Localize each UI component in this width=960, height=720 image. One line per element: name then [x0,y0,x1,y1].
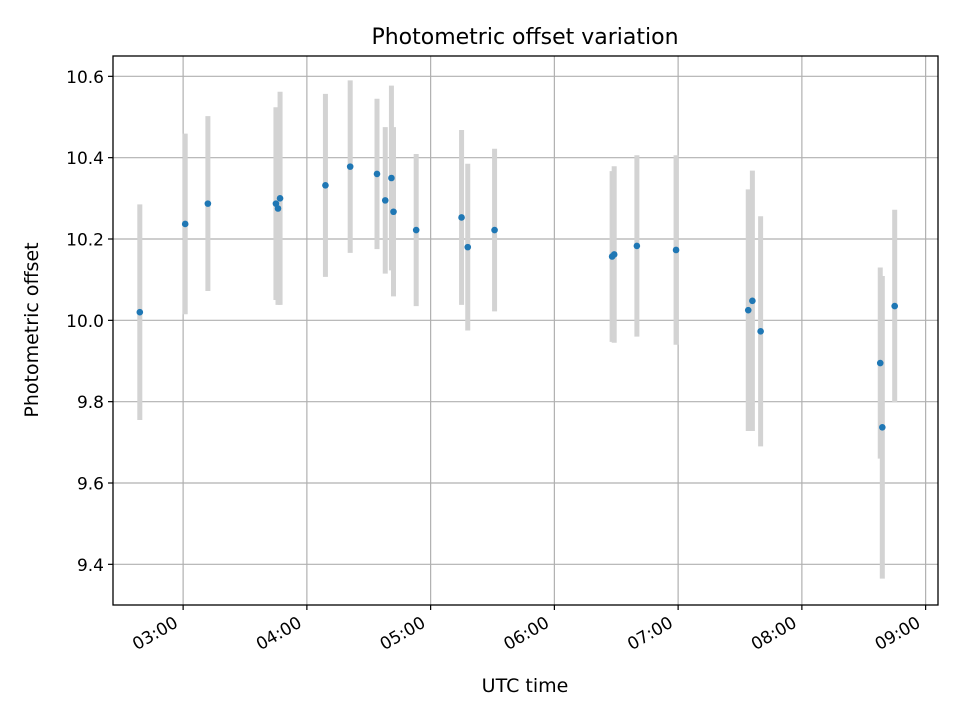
data-point [136,308,144,316]
x-tick-label: 04:00 [253,613,305,655]
x-axis-ticks: 03:00 04:00 05:00 06:00 07:00 08:00 09:00 [129,605,927,655]
x-tick-label: 08:00 [748,613,800,655]
data-point [322,182,329,189]
data-point [390,208,397,216]
x-tick-label: 07:00 [624,613,676,655]
data-point [388,174,395,182]
data-point [373,170,381,178]
x-tick-label: 09:00 [872,613,924,655]
y-tick-label: 9.8 [77,393,104,413]
y-axis-label: Photometric offset [21,242,43,417]
data-point [491,226,498,234]
data-points [136,163,898,431]
data-point [744,306,752,314]
data-point [464,243,472,251]
data-point [672,246,680,254]
error-bars [137,80,898,579]
y-axis-ticks: 9.4 9.6 9.8 10.0 10.2 10.4 10.6 [66,68,113,576]
x-tick-label: 05:00 [377,613,429,655]
y-tick-label: 9.4 [77,556,104,576]
data-point [891,302,898,310]
y-tick-label: 10.6 [66,68,104,88]
data-point [381,197,389,204]
data-point [757,328,764,335]
x-tick-label: 06:00 [500,613,552,655]
grid-lines [113,56,938,605]
y-tick-label: 9.6 [77,475,104,495]
data-point [876,359,884,367]
y-tick-label: 10.0 [66,312,104,332]
data-point [412,226,420,234]
y-tick-label: 10.2 [66,231,104,251]
x-tick-label: 03:00 [129,613,181,655]
data-point [204,200,212,207]
data-point [610,251,618,258]
chart-title: Photometric offset variation [371,25,678,50]
data-point [346,163,354,170]
data-point [274,205,282,212]
plot-frame [112,55,939,606]
data-point [749,297,756,305]
x-axis-label: UTC time [482,675,569,697]
data-point [276,195,284,202]
data-point [458,214,465,221]
data-point [633,242,641,250]
y-tick-label: 10.4 [66,149,104,169]
data-point [181,220,189,228]
data-point [879,423,886,431]
